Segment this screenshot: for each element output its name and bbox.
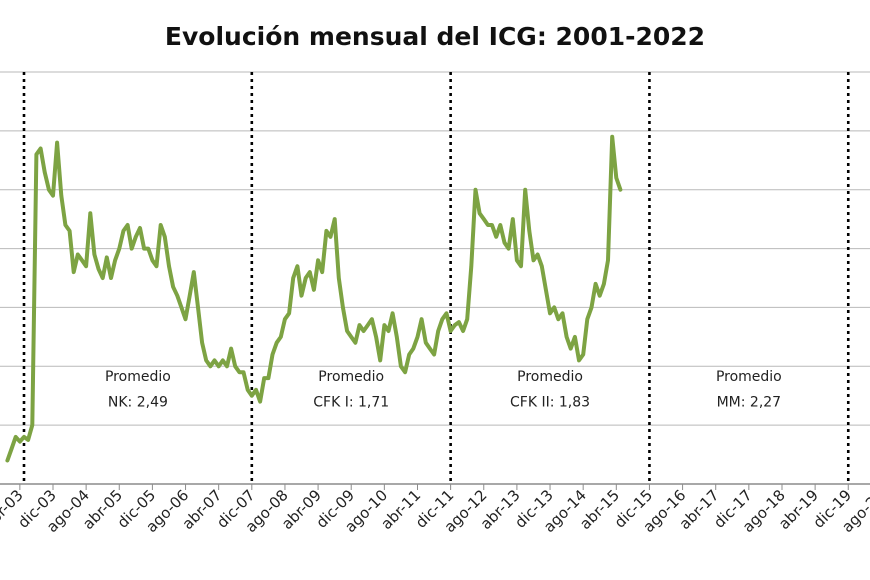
series-layer	[5, 134, 623, 463]
period-label-title: Promedio	[318, 369, 384, 385]
chart-title: Evolución mensual del ICG: 2001-2022	[164, 22, 706, 51]
grid-lines	[0, 71, 870, 485]
period-label-title: Promedio	[105, 369, 171, 385]
period-label-title: Promedio	[716, 369, 782, 385]
period-label-average: CFK I: 1,71	[313, 394, 389, 410]
period-dividers	[22, 72, 850, 484]
x-tick-labels: abr-03dic-03ago-04abr-05dic-05ago-06abr-…	[0, 486, 870, 536]
period-label-average: CFK II: 1,83	[510, 394, 590, 410]
period-labels: Promedio NK: 2,49 Promedio CFK I: 1,71 Prome…	[105, 369, 782, 410]
x-axis	[19, 484, 849, 490]
series-line-icg	[5, 134, 623, 463]
period-label-title: Promedio	[517, 369, 583, 385]
period-label-average: MM: 2,27	[717, 394, 782, 410]
period-label-average: NK: 2,49	[108, 394, 168, 410]
